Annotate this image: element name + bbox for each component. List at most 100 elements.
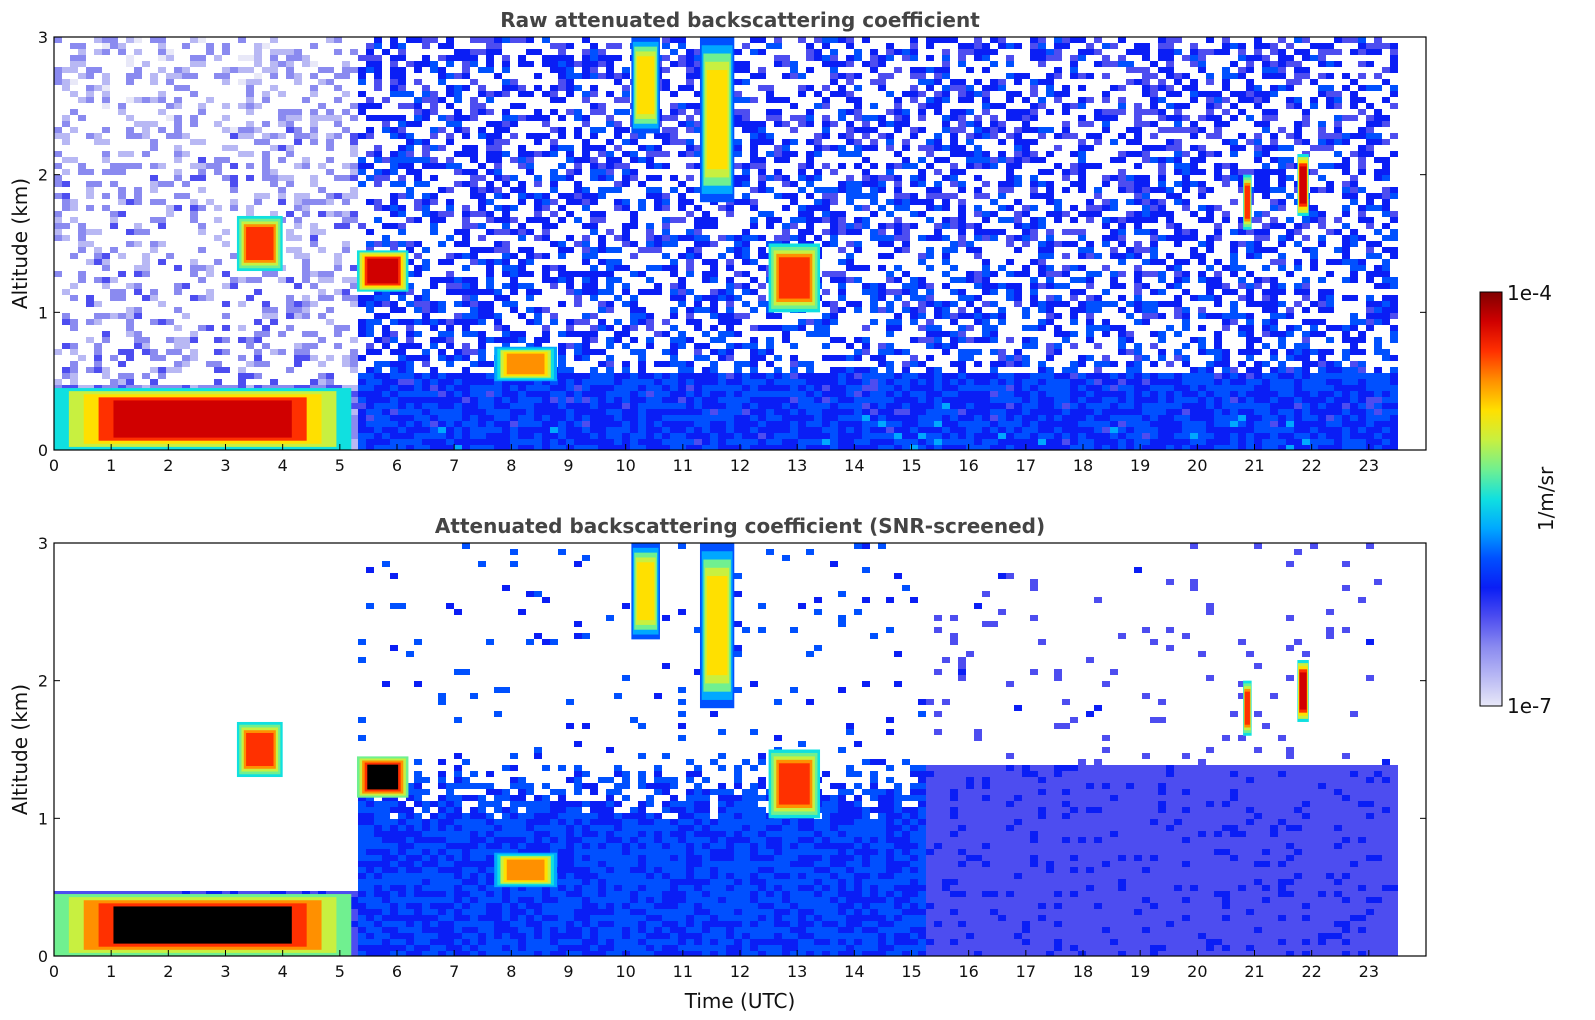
heatmap-cell [990, 439, 998, 445]
heatmap-cell [974, 145, 982, 151]
heatmap-cell [486, 229, 494, 235]
heatmap-cell [366, 151, 374, 157]
heatmap-cell [598, 379, 606, 385]
heatmap-cell [758, 181, 766, 187]
heatmap-cell [902, 229, 910, 235]
heatmap-cell [886, 397, 894, 403]
heatmap-cell [742, 379, 750, 385]
heatmap-cell [830, 337, 838, 343]
heatmap-cell [702, 217, 710, 223]
heatmap-cell [1014, 433, 1022, 439]
heatmap-cell [974, 409, 982, 415]
heatmap-cell [366, 127, 374, 133]
heatmap-cell [302, 295, 310, 301]
heatmap-cell [606, 55, 614, 61]
heatmap-cell [838, 367, 846, 373]
heatmap-cell [478, 223, 486, 229]
heatmap-cell [534, 391, 542, 397]
heatmap-cell [838, 109, 846, 115]
heatmap-cell [974, 415, 982, 421]
heatmap-cell [950, 163, 958, 169]
heatmap-cell [734, 163, 742, 169]
heatmap-cell [806, 151, 814, 157]
heatmap-cell [246, 55, 254, 61]
heatmap-cell [174, 175, 182, 181]
heatmap-cell [102, 37, 110, 43]
heatmap-cell [806, 139, 814, 145]
heatmap-cell [894, 229, 902, 235]
heatmap-cell [126, 307, 134, 313]
heatmap-cell [414, 385, 422, 391]
heatmap-cell [94, 85, 102, 91]
heatmap-cell [390, 133, 398, 139]
heatmap-cell [990, 379, 998, 385]
heatmap-cell [462, 211, 470, 217]
heatmap-cell [798, 379, 806, 385]
heatmap-cell [382, 295, 390, 301]
heatmap-cell [1006, 235, 1014, 241]
heatmap-cell [1014, 139, 1022, 145]
heatmap-cell [854, 409, 862, 415]
heatmap-cell [62, 133, 70, 139]
heatmap-cell [102, 331, 110, 337]
heatmap-cell [318, 277, 326, 283]
heatmap-cell [86, 187, 94, 193]
heatmap-cell [598, 271, 606, 277]
heatmap-cell [1030, 187, 1038, 193]
heatmap-cell [846, 223, 854, 229]
heatmap-cell [582, 115, 590, 121]
heatmap-cell [166, 181, 174, 187]
heatmap-cell [350, 115, 358, 121]
heatmap-cell [254, 337, 262, 343]
heatmap-cell [1062, 379, 1070, 385]
heatmap-cell [990, 37, 998, 43]
heatmap-cell [950, 175, 958, 181]
heatmap-cell [742, 427, 750, 433]
heatmap-cell [894, 109, 902, 115]
heatmap-cell [742, 229, 750, 235]
heatmap-cell [158, 355, 166, 361]
heatmap-cell [614, 421, 622, 427]
heatmap-cell [70, 283, 78, 289]
heatmap-cell [158, 319, 166, 325]
heatmap-cell [598, 175, 606, 181]
heatmap-cell [662, 139, 670, 145]
heatmap-cell [974, 127, 982, 133]
heatmap-cell [718, 427, 726, 433]
heatmap-cell [198, 37, 206, 43]
heatmap-cell [694, 217, 702, 223]
heatmap-cell [910, 337, 918, 343]
heatmap-cell [974, 283, 982, 289]
heatmap-cell [846, 73, 854, 79]
heatmap-cell [726, 331, 734, 337]
heatmap-cell [478, 343, 486, 349]
heatmap-cell [774, 409, 782, 415]
heatmap-cell [838, 217, 846, 223]
heatmap-cell [414, 439, 422, 445]
heatmap-cell [846, 409, 854, 415]
heatmap-cell [758, 139, 766, 145]
heatmap-cell [238, 127, 246, 133]
heatmap-cell [686, 247, 694, 253]
heatmap-cell [854, 307, 862, 313]
heatmap-cell [1078, 265, 1086, 271]
heatmap-cell [430, 61, 438, 67]
heatmap-cell [838, 85, 846, 91]
heatmap-cell [710, 295, 718, 301]
heatmap-cell [1038, 271, 1046, 277]
heatmap-cell [950, 277, 958, 283]
heatmap-cell [526, 379, 534, 385]
heatmap-cell [182, 361, 190, 367]
heatmap-cell [910, 97, 918, 103]
heatmap-cell [1038, 223, 1046, 229]
heatmap-cell [934, 91, 942, 97]
heatmap-cell [366, 241, 374, 247]
heatmap-cell [390, 373, 398, 379]
heatmap-cell [926, 391, 934, 397]
heatmap-cell [182, 283, 190, 289]
heatmap-cell [254, 361, 262, 367]
heatmap-cell [390, 439, 398, 445]
heatmap-cell [734, 145, 742, 151]
heatmap-cell [350, 103, 358, 109]
heatmap-cell [766, 139, 774, 145]
